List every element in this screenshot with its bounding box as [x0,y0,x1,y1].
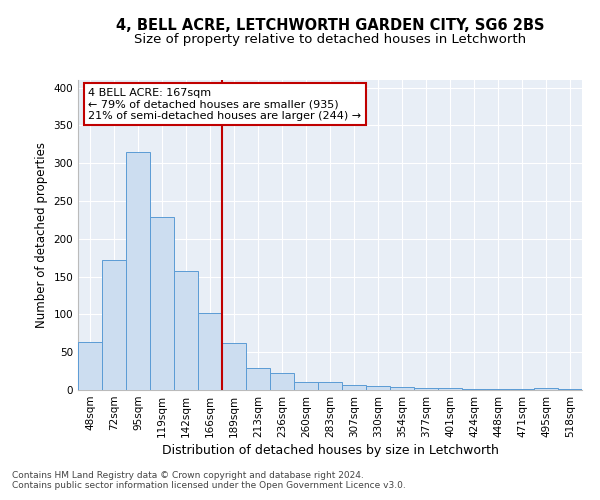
Text: 4, BELL ACRE, LETCHWORTH GARDEN CITY, SG6 2BS: 4, BELL ACRE, LETCHWORTH GARDEN CITY, SG… [116,18,544,32]
X-axis label: Distribution of detached houses by size in Letchworth: Distribution of detached houses by size … [161,444,499,457]
Bar [150,217,174,390]
Bar [318,382,342,390]
Bar [390,387,414,390]
Text: Size of property relative to detached houses in Letchworth: Size of property relative to detached ho… [134,32,526,46]
Bar [366,386,390,390]
Bar [558,389,582,390]
Bar [222,343,246,390]
Bar [510,389,534,390]
Bar [486,389,510,390]
Text: 4 BELL ACRE: 167sqm
← 79% of detached houses are smaller (935)
21% of semi-detac: 4 BELL ACRE: 167sqm ← 79% of detached ho… [88,88,361,121]
Y-axis label: Number of detached properties: Number of detached properties [35,142,48,328]
Bar [270,374,294,390]
Bar [534,388,558,390]
Text: Contains HM Land Registry data © Crown copyright and database right 2024.: Contains HM Land Registry data © Crown c… [12,471,364,480]
Bar [414,388,438,390]
Bar [174,272,198,390]
Bar [462,389,486,390]
Bar [342,384,366,390]
Bar [294,382,318,390]
Bar [126,152,150,390]
Bar [78,342,102,390]
Bar [102,260,126,390]
Text: Contains public sector information licensed under the Open Government Licence v3: Contains public sector information licen… [12,481,406,490]
Bar [246,368,270,390]
Bar [438,388,462,390]
Bar [198,313,222,390]
